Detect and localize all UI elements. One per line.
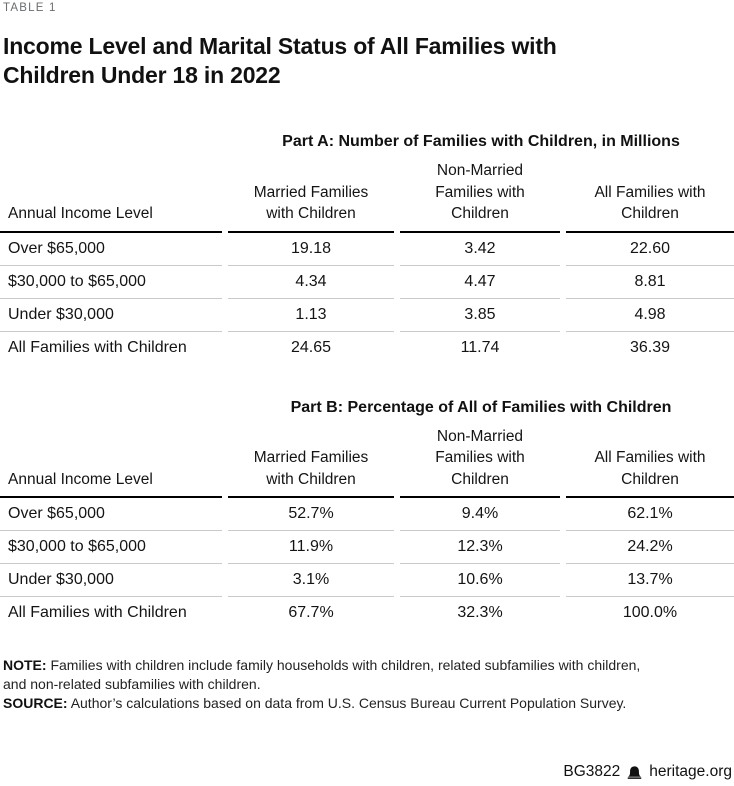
cell-all: 4.98 (566, 299, 734, 332)
cell-married: 19.18 (228, 233, 394, 266)
note-text: NOTE: Families with children include fam… (3, 657, 641, 692)
document-id: BG3822 (563, 763, 621, 780)
cell-non-married: 11.74 (460, 338, 500, 356)
part-b-table: Part B: Percentage of All of Families wi… (0, 399, 734, 630)
brand-line: BG3822 heritage.org (563, 763, 732, 781)
column-header-non-married-families: Non-Married Families with Children (400, 160, 560, 233)
table-row: Under $30,000 1.13 3.85 4.98 (0, 299, 734, 332)
cell-married: 11.9% (228, 531, 394, 564)
cell-married: 4.34 (228, 266, 394, 299)
row-label: All Families with Children (8, 338, 187, 356)
cell-all: 36.39 (629, 338, 671, 356)
cell-non-married: 10.6% (400, 564, 560, 597)
table-number-label: TABLE 1 (3, 2, 57, 14)
row-label: Under $30,000 (0, 564, 222, 597)
cell-married: 24.65 (290, 338, 332, 356)
table-row-total: All Families with Children 24.65 11.74 3… (0, 332, 734, 364)
table-row: $30,000 to $65,000 11.9% 12.3% 24.2% (0, 531, 734, 564)
row-label: Over $65,000 (0, 233, 222, 266)
cell-married: 52.7% (228, 498, 394, 531)
table-row: Over $65,000 52.7% 9.4% 62.1% (0, 498, 734, 531)
table-row-total: All Families with Children 67.7% 32.3% 1… (0, 597, 734, 629)
cell-non-married: 3.42 (400, 233, 560, 266)
cell-non-married: 32.3% (457, 604, 503, 621)
column-header-annual-income-level: Annual Income Level (0, 160, 222, 233)
source-label: SOURCE: (3, 695, 68, 711)
note-label: NOTE: (3, 657, 47, 673)
cell-non-married: 12.3% (400, 531, 560, 564)
cell-non-married: 3.85 (400, 299, 560, 332)
column-header-annual-income-level: Annual Income Level (0, 426, 222, 498)
row-label: $30,000 to $65,000 (0, 531, 222, 564)
cell-married: 67.7% (288, 604, 334, 621)
cell-all: 8.81 (566, 266, 734, 299)
liberty-bell-icon (627, 765, 642, 780)
page-title-line-1: Income Level and Marital Status of All F… (3, 33, 557, 59)
row-label: Under $30,000 (0, 299, 222, 332)
table-row: Over $65,000 19.18 3.42 22.60 (0, 233, 734, 266)
cell-non-married: 9.4% (400, 498, 560, 531)
table-row: Under $30,000 3.1% 10.6% 13.7% (0, 564, 734, 597)
cell-married: 3.1% (228, 564, 394, 597)
part-b-heading: Part B: Percentage of All of Families wi… (290, 398, 672, 416)
cell-all: 13.7% (566, 564, 734, 597)
part-a-heading-row: Part A: Number of Families with Children… (0, 133, 734, 160)
part-a-table: Part A: Number of Families with Children… (0, 133, 734, 364)
page-title: Income Level and Marital Status of All F… (0, 32, 734, 90)
cell-all: 62.1% (566, 498, 734, 531)
cell-all: 22.60 (566, 233, 734, 266)
part-a-heading: Part A: Number of Families with Children… (282, 133, 680, 150)
site-name: heritage.org (649, 763, 732, 780)
page-title-line-2: Children Under 18 in 2022 (3, 62, 281, 88)
column-header-all-families: All Families with Children (566, 426, 734, 498)
cell-married: 1.13 (228, 299, 394, 332)
cell-all: 24.2% (566, 531, 734, 564)
part-a-column-header-row: Annual Income Level Married Families wit… (0, 160, 734, 233)
column-header-non-married-families: Non-Married Families with Children (400, 426, 560, 498)
cell-all: 100.0% (622, 604, 678, 621)
row-label: $30,000 to $65,000 (0, 266, 222, 299)
column-header-married-families: Married Families with Children (228, 426, 394, 498)
row-label: Over $65,000 (0, 498, 222, 531)
part-b-column-header-row: Annual Income Level Married Families wit… (0, 426, 734, 498)
column-header-all-families: All Families with Children (566, 160, 734, 233)
row-label: All Families with Children (8, 604, 187, 621)
footnotes: NOTE: Families with children include fam… (0, 656, 734, 713)
column-header-married-families: Married Families with Children (228, 160, 394, 233)
source-text: SOURCE: Author’s calculations based on d… (3, 695, 627, 711)
spacer-cell (0, 399, 222, 426)
spacer-cell (0, 133, 222, 160)
part-b-heading-row: Part B: Percentage of All of Families wi… (0, 399, 734, 426)
cell-non-married: 4.47 (400, 266, 560, 299)
table-row: $30,000 to $65,000 4.34 4.47 8.81 (0, 266, 734, 299)
